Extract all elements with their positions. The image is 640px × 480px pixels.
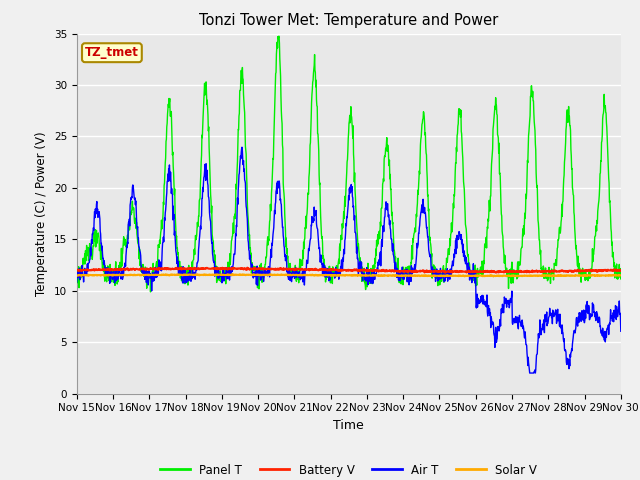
Battery V <box>181 265 189 271</box>
Solar V <box>73 273 81 278</box>
Line: Air T: Air T <box>77 147 621 373</box>
Battery V <box>553 268 561 274</box>
Panel T <box>434 283 442 288</box>
Battery V <box>617 267 625 273</box>
Battery V <box>177 264 185 270</box>
Solar V <box>180 272 188 277</box>
Air T <box>505 301 513 307</box>
Air T <box>434 273 442 279</box>
Battery V <box>434 268 442 274</box>
Text: TZ_tmet: TZ_tmet <box>85 46 139 59</box>
Solar V <box>617 273 625 278</box>
Solar V <box>434 273 442 278</box>
Battery V <box>505 268 513 274</box>
Panel T <box>73 278 81 284</box>
Solar V <box>255 272 263 278</box>
X-axis label: Time: Time <box>333 419 364 432</box>
Air T <box>526 370 534 376</box>
Battery V <box>195 266 202 272</box>
Title: Tonzi Tower Met: Temperature and Power: Tonzi Tower Met: Temperature and Power <box>199 13 499 28</box>
Solar V <box>553 273 561 279</box>
Solar V <box>228 271 236 277</box>
Battery V <box>73 267 81 273</box>
Panel T <box>275 34 283 39</box>
Panel T <box>195 223 202 228</box>
Battery V <box>255 266 263 272</box>
Air T <box>238 144 246 150</box>
Air T <box>73 279 81 285</box>
Panel T <box>255 286 263 292</box>
Panel T <box>553 253 561 259</box>
Panel T <box>617 276 625 282</box>
Battery V <box>442 270 449 276</box>
Air T <box>194 259 202 264</box>
Line: Panel T: Panel T <box>77 36 621 292</box>
Legend: Panel T, Battery V, Air T, Solar V: Panel T, Battery V, Air T, Solar V <box>156 459 542 480</box>
Solar V <box>490 274 497 279</box>
Line: Battery V: Battery V <box>77 267 621 273</box>
Line: Solar V: Solar V <box>77 274 621 276</box>
Air T <box>617 328 625 334</box>
Panel T <box>147 289 154 295</box>
Air T <box>255 273 263 279</box>
Air T <box>553 317 561 323</box>
Air T <box>180 275 188 281</box>
Panel T <box>181 281 189 287</box>
Solar V <box>194 272 202 278</box>
Solar V <box>505 273 513 278</box>
Panel T <box>505 270 513 276</box>
Y-axis label: Temperature (C) / Power (V): Temperature (C) / Power (V) <box>35 132 48 296</box>
